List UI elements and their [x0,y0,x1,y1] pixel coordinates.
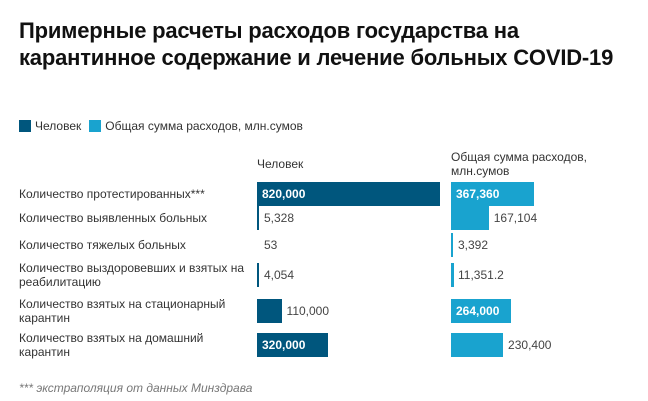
value-label-cost: 264,000 [456,304,500,318]
row-label: Количество протестированных*** [19,187,205,201]
bar-people [257,299,282,323]
legend-label-cost: Общая сумма расходов, млн.сумов [105,119,303,133]
bar-cost [451,182,534,206]
value-label-people: 4,054 [264,268,295,282]
row-label: Количество тяжелых больных [19,238,186,252]
value-label-people: 820,000 [262,187,306,201]
bar-people [257,182,440,206]
bar-cost [451,206,489,230]
footnote: *** экстраполяция от данных Минздрава [19,381,253,395]
value-label-cost: 3,392 [458,238,489,252]
legend: Человек Общая сумма расходов, млн.сумов [19,119,311,133]
legend-label-people: Человек [35,119,82,133]
bar-cost [451,333,504,357]
value-label-people: 5,328 [264,211,295,225]
row-label: Количество выявленных больных [19,211,208,225]
bar-people [257,333,329,357]
bar-cost [451,233,453,257]
legend-swatch-people [19,120,31,132]
value-label-people: 110,000 [286,304,330,318]
value-label-cost: 367,360 [456,187,500,201]
legend-item-cost: Общая сумма расходов, млн.сумов [89,119,303,133]
row-label: Количество взятых на домашний карантин [19,331,204,359]
bar-cost [451,263,454,287]
value-label-cost: 11,351.2 [458,268,504,282]
bar-people [257,206,259,230]
value-label-people: 320,000 [262,338,306,352]
column-header-people: Человек [257,157,304,171]
legend-swatch-cost [89,120,102,132]
value-label-people: 53 [264,238,278,252]
bar-cost [451,299,511,323]
column-header-cost: Общая сумма расходов, млн.сумов [451,150,587,178]
chart-title: Примерные расчеты расходов государства н… [19,18,614,70]
value-label-cost: 230,400 [508,338,552,352]
row-label: Количество взятых на стационарный карант… [19,297,226,325]
row-label: Количество выздоровевших и взятых на реа… [19,261,245,289]
value-label-cost: 167,104 [493,211,538,225]
legend-item-people: Человек [19,119,81,133]
bar-people [257,263,259,287]
